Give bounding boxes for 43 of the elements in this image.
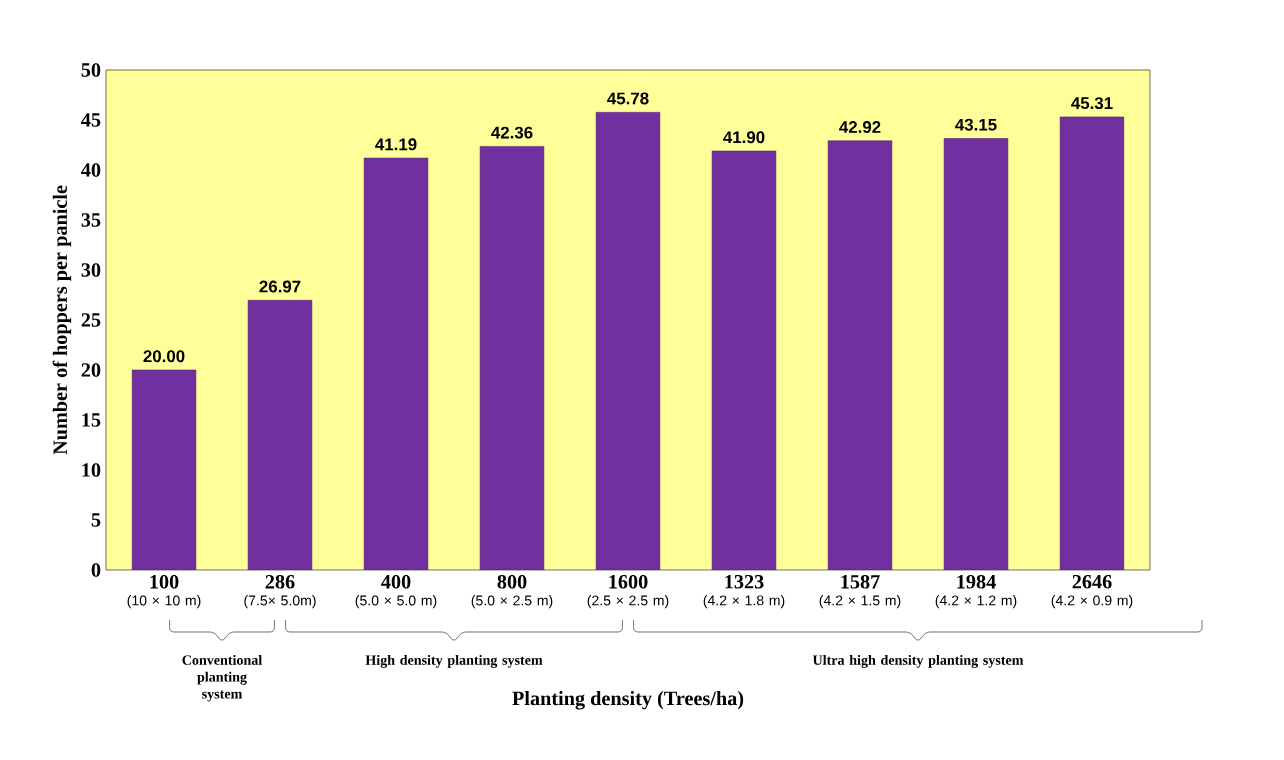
data-label: 41.90	[723, 131, 765, 144]
y-tick-label: 15	[82, 413, 101, 427]
bar	[131, 369, 197, 570]
bar	[595, 111, 661, 570]
x-tick-label: 1323 (4.2 × 1.8 m)	[703, 574, 785, 609]
y-tick-label: 45	[81, 113, 101, 127]
y-axis-title: Number of hoppers per panicle	[52, 185, 72, 455]
x-tick-label: 1984 (4.2 × 1.2 m)	[935, 574, 1017, 609]
bar	[479, 146, 545, 570]
y-tick-label: 5	[91, 513, 101, 527]
bar	[363, 157, 429, 570]
bar	[943, 138, 1009, 570]
data-label: 26.97	[259, 280, 301, 293]
text: Conventional planting system	[182, 654, 262, 702]
y-tick-label: 50	[81, 63, 101, 77]
data-label: 43.15	[955, 118, 997, 131]
y-tick-label: 35	[81, 213, 101, 227]
bar	[1059, 116, 1125, 570]
x-tick-label: 286 (7.5× 5.0m)	[244, 574, 316, 609]
data-label: 45.31	[1071, 97, 1113, 110]
y-tick-label: 20	[81, 363, 101, 377]
data-label: 45.78	[607, 92, 649, 105]
y-tick-label: 25	[81, 313, 101, 327]
y-tick-label: 10	[82, 463, 101, 477]
y-tick-label: 0	[91, 563, 101, 577]
y-tick-label: 40	[81, 163, 101, 177]
x-tick-label: 1600 (2.5 × 2.5 m)	[587, 574, 669, 609]
data-label: 20.00	[143, 350, 185, 363]
bar	[827, 140, 893, 570]
text: High density planting system	[365, 654, 543, 668]
y-tick-label: 30	[81, 263, 101, 277]
x-tick-label: 100 (10 × 10 m)	[127, 574, 201, 609]
x-tick-label: 1587 (4.2 × 1.5 m)	[819, 574, 901, 609]
bar	[711, 150, 777, 570]
data-label: 41.19	[375, 138, 417, 151]
bar	[247, 300, 313, 570]
text: Ultra high density planting system	[812, 654, 1024, 668]
x-tick-label: 800 (5.0 × 2.5 m)	[471, 574, 553, 609]
data-label: 42.36	[491, 126, 533, 139]
data-label: 42.92	[839, 121, 881, 133]
x-tick-label: 2646 (4.2 × 0.9 m)	[1051, 574, 1133, 609]
x-tick-label: 400 (5.0 × 5.0 m)	[355, 574, 437, 609]
x-axis-title: Planting density (Trees/ha)	[512, 690, 744, 710]
